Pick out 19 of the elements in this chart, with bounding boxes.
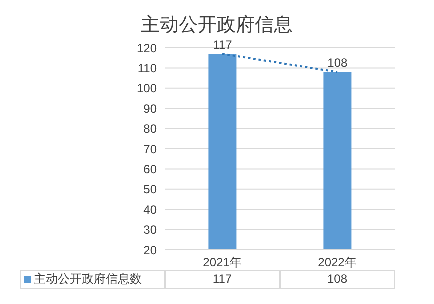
- x-tick-label: 2021年: [203, 256, 242, 270]
- y-tick-label: 100: [136, 82, 158, 96]
- y-tick-label: 50: [144, 182, 158, 197]
- data-label: 108: [328, 56, 348, 70]
- y-tick-label: 80: [144, 122, 158, 136]
- x-tick-label: 2022年: [318, 256, 357, 270]
- data-label: 117: [165, 270, 280, 289]
- y-tick-label: 20: [144, 243, 158, 258]
- y-tick-label: 30: [144, 223, 158, 238]
- data-label: 108: [280, 270, 395, 289]
- y-tick-label: 40: [144, 202, 158, 217]
- y-tick-label: 70: [144, 142, 158, 156]
- data-label: 117: [213, 38, 233, 52]
- y-tick-label: 90: [144, 102, 158, 116]
- legend-label: 主动公开政府信息数: [34, 271, 142, 288]
- y-tick-label: 110: [138, 61, 158, 76]
- chart-title: 主动公开政府信息: [140, 14, 294, 38]
- y-tick-label: 60: [144, 162, 158, 176]
- y-tick-label: 120: [136, 41, 158, 56]
